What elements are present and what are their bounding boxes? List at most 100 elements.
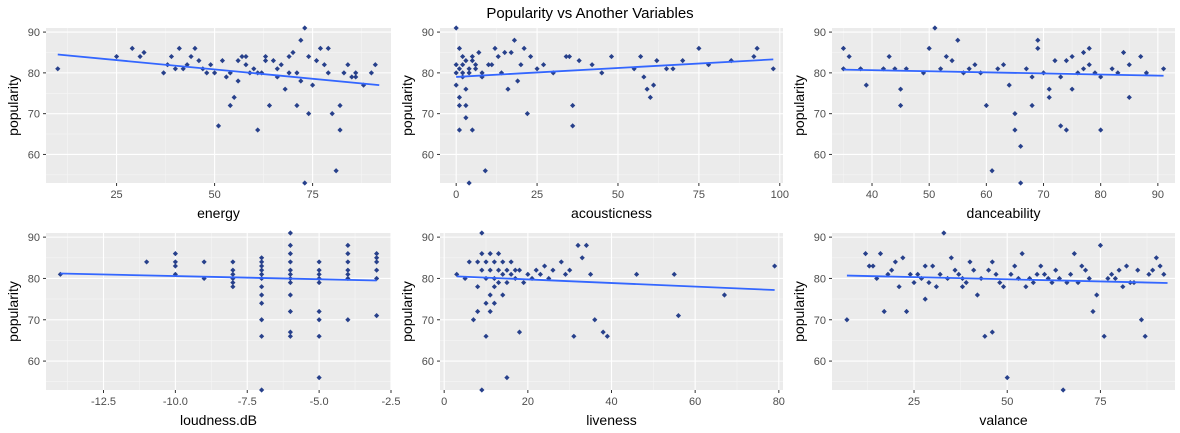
chart-2-point xyxy=(696,45,702,51)
chart-1-point xyxy=(349,74,355,80)
chart-4-point xyxy=(259,387,265,393)
chart-6-point xyxy=(1023,284,1029,290)
chart-2-point xyxy=(472,66,479,72)
chart-5-point xyxy=(483,333,489,339)
chart-6-point xyxy=(1049,279,1055,286)
chart-4-point xyxy=(345,242,351,248)
chart-5-point xyxy=(466,259,472,265)
chart-6-point xyxy=(963,279,969,286)
chart-5-y-tick-label: 70 xyxy=(422,315,434,327)
chart-1-point xyxy=(317,45,324,51)
chart-2-point xyxy=(570,102,576,109)
chart-6-point xyxy=(1109,271,1115,277)
chart-5-point xyxy=(546,275,552,282)
chart-3-point xyxy=(1109,66,1115,72)
chart-2-point xyxy=(770,66,776,72)
chart-6-point xyxy=(862,251,869,257)
chart-3-point xyxy=(1058,74,1064,80)
chart-1-point xyxy=(325,45,331,51)
chart-5-point xyxy=(479,387,485,393)
chart-1-point xyxy=(353,70,359,76)
chart-6-point xyxy=(877,251,884,257)
chart-5-point xyxy=(675,313,682,319)
chart-6-x-tick-label: 75 xyxy=(1094,396,1106,408)
chart-3-point xyxy=(966,66,972,72)
chart-5-point xyxy=(504,279,510,286)
chart-5-point xyxy=(671,271,677,277)
chart-6-point xyxy=(892,259,898,265)
chart-2-point xyxy=(508,49,514,56)
chart-2-point xyxy=(472,62,479,68)
chart-1-point xyxy=(333,168,339,174)
chart-2-point xyxy=(502,49,508,56)
chart-3-point xyxy=(1029,74,1035,80)
chart-6-point xyxy=(926,279,932,286)
chart-4-x-tick-label: -12.5 xyxy=(91,396,116,408)
chart-4-point xyxy=(374,251,380,257)
chart-3-point xyxy=(983,102,989,109)
chart-3-point xyxy=(898,86,904,92)
chart-2-point xyxy=(663,66,670,72)
chart-4-panel-background xyxy=(46,233,391,390)
chart-6-point xyxy=(948,255,954,261)
chart-1-point xyxy=(129,45,135,51)
chart-5-point xyxy=(575,242,581,248)
chart-6-point xyxy=(989,259,995,265)
chart-3-point xyxy=(1035,37,1041,43)
chart-5-x-tick-label: 80 xyxy=(773,396,785,408)
chart-1-point xyxy=(290,49,296,56)
chart-2-point xyxy=(463,58,469,64)
chart-4-point xyxy=(259,271,265,277)
chart-4-point xyxy=(345,267,351,273)
chart-3-point xyxy=(1126,94,1132,100)
chart-4-point xyxy=(316,308,322,315)
chart-6-point xyxy=(1146,271,1152,277)
chart-6-y-axis-title: popularity xyxy=(791,281,807,342)
chart-3-y-axis-title: popularity xyxy=(791,75,807,136)
chart-6-point xyxy=(1123,263,1130,269)
chart-3-point xyxy=(1018,180,1024,186)
chart-4-point xyxy=(259,317,265,323)
chart-6-point xyxy=(1079,263,1085,269)
chart-6-point xyxy=(1053,267,1059,273)
chart-2-point xyxy=(456,94,463,100)
chart-3-point xyxy=(903,66,909,72)
chart-4-point xyxy=(287,267,293,273)
chart-5-point xyxy=(491,300,497,306)
chart-3-point xyxy=(1120,49,1127,56)
chart-4-x-tick-label: -2.5 xyxy=(382,396,401,408)
chart-4-point xyxy=(230,259,236,265)
chart-3-y-tick-label: 80 xyxy=(814,68,826,80)
chart-1-point xyxy=(113,53,120,60)
chart-5-point xyxy=(512,267,518,273)
chart-3-point xyxy=(1075,70,1081,76)
chart-2-point xyxy=(466,70,472,76)
chart-3-point xyxy=(898,102,904,109)
chart-3-x-tick-label: 70 xyxy=(1037,189,1049,201)
chart-4-point xyxy=(259,292,265,298)
chart-4-point xyxy=(316,271,322,277)
chart-1-point xyxy=(243,53,249,60)
chart-5-y-axis-title: popularity xyxy=(399,281,415,342)
chart-3-x-axis-title: danceability xyxy=(967,205,1041,221)
chart-3-point xyxy=(1000,62,1007,68)
chart-1-x-tick-label: 25 xyxy=(110,189,122,201)
chart-2-point xyxy=(518,62,524,68)
chart-3-point xyxy=(995,66,1001,72)
chart-4-point xyxy=(287,329,293,335)
chart-6-panel-background xyxy=(832,233,1175,390)
chart-1-point xyxy=(184,62,190,68)
chart-6-point xyxy=(1012,263,1018,269)
chart-2-point xyxy=(469,58,475,64)
chart-4-x-tick-label: -7.5 xyxy=(238,396,257,408)
chart-4-point xyxy=(287,242,293,248)
chart-1-point xyxy=(235,58,241,64)
chart-6-x-tick-label: 25 xyxy=(908,396,920,408)
chart-1-point xyxy=(286,70,292,76)
chart-3-point xyxy=(1126,62,1132,68)
chart-6-point xyxy=(896,284,902,290)
chart-6-point xyxy=(952,267,958,273)
chart-5-point xyxy=(487,267,493,273)
chart-5-point xyxy=(550,267,556,273)
chart-2-point xyxy=(570,123,576,129)
